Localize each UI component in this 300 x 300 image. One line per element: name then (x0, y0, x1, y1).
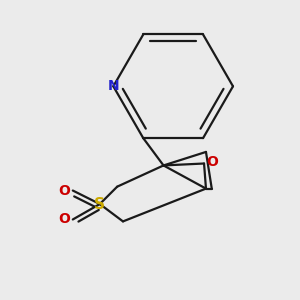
Text: O: O (58, 184, 70, 197)
Text: S: S (94, 196, 105, 211)
Text: O: O (58, 212, 70, 226)
Text: O: O (207, 154, 218, 169)
Text: N: N (107, 79, 119, 93)
